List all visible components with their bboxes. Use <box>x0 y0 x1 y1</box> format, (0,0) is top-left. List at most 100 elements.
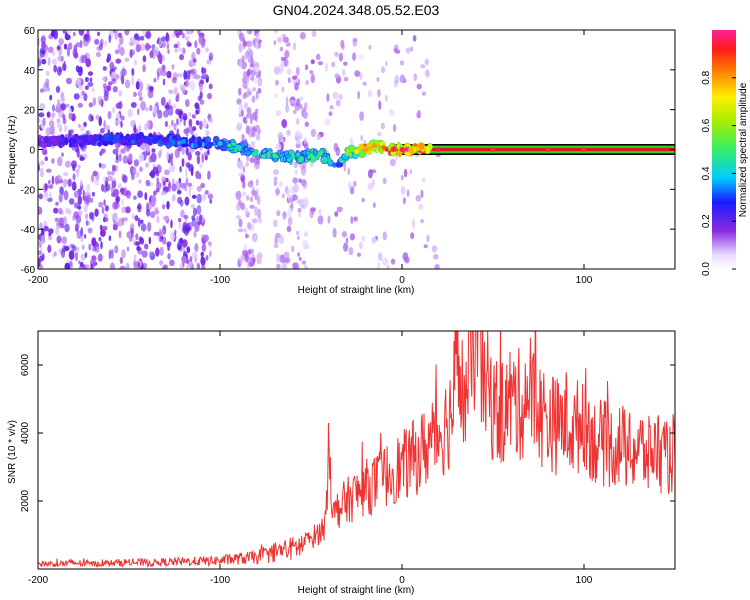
spectrogram-noise-blob <box>140 223 147 232</box>
signal-blob <box>249 148 255 153</box>
spectrogram-noise-blob <box>100 38 104 46</box>
spectrogram-noise-blob <box>77 123 81 129</box>
spectrogram-noise-blob <box>202 118 208 128</box>
spectrogram-noise-blob <box>71 245 77 252</box>
spectrogram-noise-blob <box>297 252 300 257</box>
spectrogram-noise-blob <box>361 236 365 242</box>
signal-blob <box>396 142 402 151</box>
spectrogram-noise-blob <box>297 235 300 241</box>
signal-blob <box>170 138 177 147</box>
spectrogram-noise-blob <box>109 262 115 269</box>
spectrogram-noise-blob <box>196 204 202 215</box>
spectrogram-noise-blob <box>293 42 297 51</box>
spectrogram-noise-blob <box>78 30 85 36</box>
spectrogram-y-tick-label: -20 <box>21 185 36 196</box>
spectrogram-noise-blob <box>304 121 309 127</box>
spectrogram-noise-blob <box>292 110 297 114</box>
spectrogram-noise-blob <box>187 126 191 134</box>
spectrogram-noise-blob <box>179 199 184 207</box>
spectrogram-noise-blob <box>203 151 208 157</box>
spectrogram-noise-blob <box>61 55 64 62</box>
spectrogram-noise-blob <box>101 206 105 214</box>
spectrogram-noise-blob <box>66 47 70 57</box>
spectrogram-noise-blob <box>254 157 260 165</box>
spectrogram-noise-blob <box>297 207 302 213</box>
spectrogram-carrier-band <box>392 144 675 155</box>
spectrogram-noise-blob <box>284 50 290 59</box>
spectrogram-noise-blob <box>151 200 156 208</box>
spectrogram-noise-blob <box>156 71 160 81</box>
spectrogram-noise-blob <box>281 193 285 199</box>
spectrogram-noise-blob <box>110 171 115 176</box>
spectrogram-noise-blob <box>334 51 339 57</box>
spectrogram-noise-blob <box>119 265 126 269</box>
signal-blob <box>93 135 99 143</box>
spectrogram-noise-blob <box>135 233 139 241</box>
spectrogram-noise-blob <box>331 61 336 68</box>
spectrogram-noise-blob <box>242 191 247 197</box>
colorbar-gradient <box>712 30 736 269</box>
spectrogram-noise-blob <box>39 103 45 111</box>
snr-x-tick-label: -200 <box>28 575 48 586</box>
spectrogram-noise-blob <box>73 93 80 100</box>
signal-point <box>317 151 323 156</box>
spectrogram-noise-blob <box>46 86 51 92</box>
spectrogram-noise-blob <box>177 47 184 52</box>
spectrogram-noise-blob <box>56 221 62 226</box>
signal-point <box>290 155 296 160</box>
spectrogram-noise-blob <box>47 46 54 53</box>
signal-point <box>372 143 378 148</box>
signal-blob <box>119 133 124 141</box>
spectrogram-noise-blob <box>39 88 45 93</box>
spectrogram-noise-blob <box>78 260 81 265</box>
colorbar-tick-label: 0.0 <box>701 262 712 276</box>
spectrogram-noise-blob <box>334 73 340 79</box>
spectrogram-noise-blob <box>412 35 417 42</box>
spectrogram-noise-blob <box>114 49 120 55</box>
spectrogram-noise-blob <box>64 223 70 233</box>
spectrogram-noise-blob <box>145 179 151 187</box>
spectrogram-noise-blob <box>329 105 334 110</box>
spectrogram-noise-blob <box>384 94 388 102</box>
spectrogram-noise-blob <box>94 179 99 186</box>
spectrogram-x-label: Height of straight line (km) <box>298 285 415 296</box>
spectrogram-noise-blob <box>131 214 135 220</box>
spectrogram-noise-blob <box>195 151 201 156</box>
spectrogram-noise-blob <box>201 243 207 252</box>
spectrogram-noise-blob <box>130 120 137 128</box>
spectrogram-noise-blob <box>294 169 298 175</box>
spectrogram-noise-blob <box>89 211 94 220</box>
spectrogram-noise-blob <box>277 37 283 43</box>
spectrogram-noise-blob <box>170 219 173 229</box>
spectrogram-noise-blob <box>140 219 144 224</box>
spectrogram-noise-blob <box>279 46 284 52</box>
spectrogram-noise-blob <box>245 252 249 263</box>
spectrogram-noise-blob <box>298 212 302 218</box>
spectrogram-noise-blob <box>185 30 190 35</box>
spectrogram-noise-blob <box>98 162 102 168</box>
signal-blob <box>214 144 219 149</box>
signal-blob <box>49 137 57 143</box>
spectrogram-noise-blob <box>57 207 63 214</box>
spectrogram-noise-blob <box>86 183 91 193</box>
spectrogram-noise-blob <box>126 246 130 252</box>
spectrogram-noise-blob <box>174 86 178 95</box>
spectrogram-noise-blob <box>340 39 345 48</box>
spectrogram-noise-blob <box>191 251 198 259</box>
spectrogram-noise-blob <box>140 101 147 111</box>
signal-point <box>436 147 441 152</box>
spectrogram-noise-blob <box>247 262 250 269</box>
spectrogram-noise-blob <box>63 124 68 132</box>
spectrogram-noise-blob <box>196 47 201 55</box>
signal-point <box>38 139 41 144</box>
spectrogram-noise-blob <box>382 231 387 241</box>
spectrogram-x-tick-label: -200 <box>28 275 48 286</box>
spectrogram-noise-blob <box>54 251 57 257</box>
spectrogram-noise-blob <box>134 215 139 222</box>
spectrogram-noise-blob <box>140 35 145 41</box>
spectrogram-noise-blob <box>178 30 183 36</box>
spectrogram-noise-blob <box>328 111 333 117</box>
spectrogram-noise-blob <box>115 58 122 64</box>
spectrogram-noise-blob <box>177 120 182 126</box>
